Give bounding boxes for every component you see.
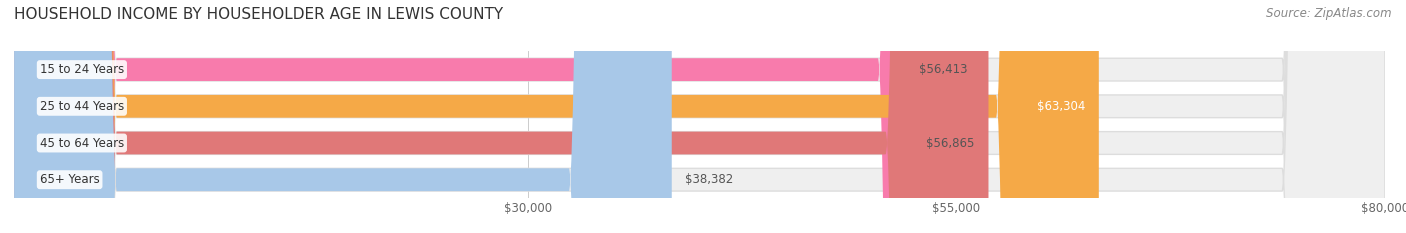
Text: 45 to 64 Years: 45 to 64 Years xyxy=(39,137,124,150)
FancyBboxPatch shape xyxy=(14,0,1385,233)
Text: 65+ Years: 65+ Years xyxy=(39,173,100,186)
FancyBboxPatch shape xyxy=(14,0,1385,233)
FancyBboxPatch shape xyxy=(14,0,1385,233)
Text: Source: ZipAtlas.com: Source: ZipAtlas.com xyxy=(1267,7,1392,20)
Text: 15 to 24 Years: 15 to 24 Years xyxy=(39,63,124,76)
Text: $38,382: $38,382 xyxy=(686,173,734,186)
Text: $63,304: $63,304 xyxy=(1036,100,1085,113)
Text: $56,865: $56,865 xyxy=(927,137,974,150)
FancyBboxPatch shape xyxy=(14,0,1385,233)
FancyBboxPatch shape xyxy=(14,0,672,233)
FancyBboxPatch shape xyxy=(14,0,1099,233)
Text: $56,413: $56,413 xyxy=(918,63,967,76)
FancyBboxPatch shape xyxy=(14,0,981,233)
Text: 25 to 44 Years: 25 to 44 Years xyxy=(39,100,124,113)
Text: HOUSEHOLD INCOME BY HOUSEHOLDER AGE IN LEWIS COUNTY: HOUSEHOLD INCOME BY HOUSEHOLDER AGE IN L… xyxy=(14,7,503,22)
FancyBboxPatch shape xyxy=(14,0,988,233)
